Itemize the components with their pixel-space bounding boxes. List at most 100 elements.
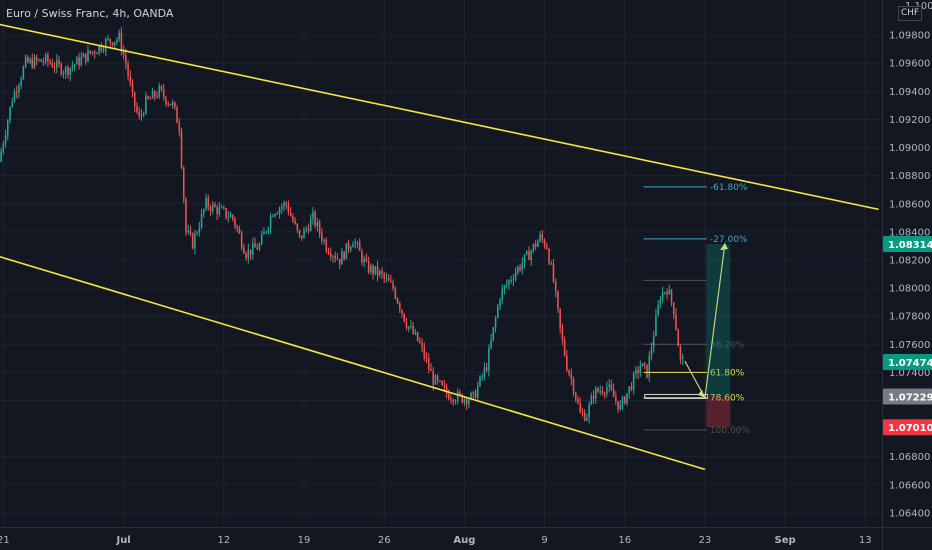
candle-body bbox=[632, 373, 635, 390]
fib-level-label: 100.00% bbox=[710, 426, 750, 436]
candle-body bbox=[67, 67, 69, 75]
candle-body bbox=[530, 250, 532, 261]
candle-body bbox=[338, 258, 341, 265]
candle-body bbox=[407, 326, 410, 329]
currency-badge[interactable]: CHF bbox=[898, 6, 922, 21]
candle-body bbox=[283, 202, 285, 207]
candle-body bbox=[448, 393, 450, 400]
time-tick-label: Jul bbox=[115, 535, 130, 546]
candle-body bbox=[499, 299, 501, 306]
time-axis[interactable]: 21 Jul 12 19 26 Aug 9 16 23 Sep 13 bbox=[0, 527, 932, 547]
candle-body bbox=[44, 54, 47, 62]
fib-level-label: 38.20% bbox=[710, 340, 745, 350]
candle-body bbox=[497, 305, 499, 318]
candle-body bbox=[236, 226, 238, 229]
candle-body bbox=[425, 357, 428, 359]
candle-body bbox=[356, 242, 359, 244]
candle-body bbox=[325, 240, 328, 252]
candle-body bbox=[528, 251, 530, 261]
candle-body bbox=[169, 103, 172, 106]
candle-body bbox=[557, 291, 559, 309]
candle-body bbox=[129, 76, 132, 84]
candle-body bbox=[441, 381, 443, 386]
candle-body bbox=[450, 399, 452, 401]
candle-body bbox=[142, 113, 145, 115]
candle-body bbox=[336, 258, 339, 260]
candle-body bbox=[679, 346, 682, 359]
price-axis[interactable]: 1.09800 1.09600 1.09400 1.09200 1.09000 1.088… bbox=[882, 0, 932, 550]
time-tick-label: 21 bbox=[0, 535, 10, 546]
candle-body bbox=[174, 102, 176, 108]
candle-body bbox=[80, 57, 83, 66]
candle-body bbox=[231, 215, 234, 219]
long-position-tool[interactable] bbox=[684, 243, 731, 428]
candle-body bbox=[641, 363, 644, 367]
candle-body bbox=[91, 51, 94, 54]
price-axis-panel bbox=[882, 0, 932, 550]
candle-body bbox=[56, 59, 58, 68]
candle-body bbox=[111, 42, 114, 46]
entry-marker-box bbox=[644, 393, 709, 399]
candle-body bbox=[198, 227, 201, 233]
candle-body bbox=[410, 325, 412, 327]
candle-body bbox=[617, 401, 619, 410]
candle-body bbox=[601, 390, 604, 394]
candle-body bbox=[18, 85, 20, 93]
time-tick-label: Aug bbox=[453, 535, 475, 546]
candle-body bbox=[329, 253, 332, 257]
candle-body bbox=[652, 336, 655, 349]
price-badge-label: 1.07474 bbox=[888, 358, 932, 369]
candle-body bbox=[615, 396, 617, 402]
candle-body bbox=[267, 228, 270, 232]
price-tick-label: 1.06400 bbox=[889, 508, 930, 519]
candle-body bbox=[47, 54, 49, 62]
candle-body bbox=[347, 243, 350, 250]
candle-body bbox=[276, 213, 279, 215]
candle-body bbox=[287, 204, 290, 213]
candle-body bbox=[216, 207, 218, 215]
candlestick-series bbox=[0, 27, 684, 424]
price-tick-label: 1.08800 bbox=[889, 171, 930, 182]
candle-body bbox=[639, 366, 642, 374]
candle-body bbox=[133, 92, 136, 107]
candle-body bbox=[610, 384, 613, 390]
candle-body bbox=[223, 207, 225, 209]
candle-body bbox=[214, 204, 216, 208]
price-tick-label: 1.09200 bbox=[889, 115, 930, 126]
candle-body bbox=[414, 332, 417, 334]
candle-body bbox=[33, 57, 36, 68]
candle-body bbox=[659, 299, 662, 305]
candle-body bbox=[209, 207, 212, 211]
candle-body bbox=[156, 96, 158, 98]
candle-body bbox=[292, 215, 294, 222]
candle-body bbox=[405, 321, 408, 329]
candle-body bbox=[245, 253, 247, 259]
candle-body bbox=[171, 102, 174, 106]
candle-body bbox=[474, 391, 477, 398]
candle-body bbox=[350, 247, 352, 250]
candle-body bbox=[185, 198, 187, 232]
candle-body bbox=[64, 67, 67, 73]
trend-channel[interactable] bbox=[0, 23, 879, 471]
candle-body bbox=[568, 370, 570, 375]
candle-body bbox=[24, 57, 27, 67]
candle-body bbox=[9, 106, 11, 121]
candle-body bbox=[452, 399, 455, 402]
candle-body bbox=[51, 63, 54, 68]
candle-body bbox=[514, 272, 517, 280]
candle-body bbox=[470, 392, 472, 400]
candle-body bbox=[644, 363, 646, 365]
candle-body bbox=[646, 364, 648, 378]
candle-body bbox=[278, 208, 281, 214]
candle-body bbox=[42, 61, 45, 63]
candle-body bbox=[664, 292, 666, 294]
candle-body bbox=[147, 96, 149, 99]
fibonacci-retracement[interactable]: -61.80% -27.00% 38.20% 61.80% 78.60% 100.00% bbox=[643, 183, 750, 436]
candle-body bbox=[13, 91, 16, 102]
candle-body bbox=[399, 303, 401, 310]
candle-body bbox=[69, 67, 71, 75]
candle-body bbox=[154, 91, 156, 97]
candle-body bbox=[15, 91, 18, 93]
candle-body bbox=[187, 230, 189, 232]
